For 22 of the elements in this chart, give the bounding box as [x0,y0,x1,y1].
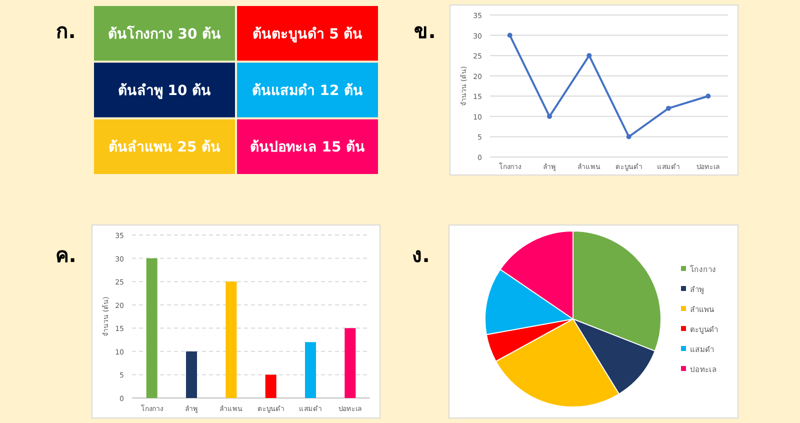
point [547,114,552,119]
bar [305,342,316,398]
bar [265,374,276,398]
point [507,32,512,38]
point [586,53,592,58]
text: ก. [56,19,76,43]
bar [146,258,158,398]
text: ต้นโกงกาง 30 ต้น [108,24,222,42]
text: ต้นแสมดำ 12 ต้น [252,83,364,99]
text: ง. [412,243,430,267]
point [666,106,671,111]
text: ค. [56,243,76,267]
point [626,134,632,140]
text: ต้นปอทะเล 15 ต้น [250,140,366,156]
bar [186,351,197,398]
bar [226,282,237,398]
text: ต้นลำพู 10 ต้น [118,83,212,99]
bar [344,328,356,398]
text: ต้นลำแพน 25 ต้น [108,140,221,156]
text: ต้นตะบูนดำ 5 ต้น [252,26,363,42]
chart-title: ข. [414,19,436,43]
point [706,94,711,99]
